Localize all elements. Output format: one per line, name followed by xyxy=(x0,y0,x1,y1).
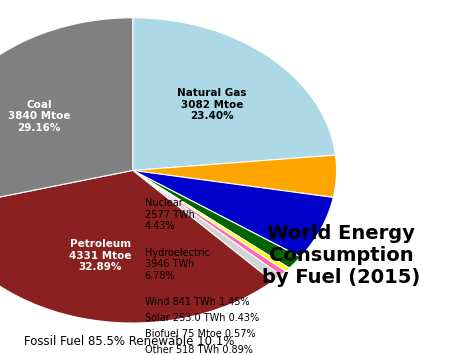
Wedge shape xyxy=(133,170,289,271)
Text: Fossil Fuel 85.5% Renewable 10.1%: Fossil Fuel 85.5% Renewable 10.1% xyxy=(24,335,234,348)
Text: Wind 841 TWh 1.45%: Wind 841 TWh 1.45% xyxy=(145,297,249,307)
Wedge shape xyxy=(133,155,337,197)
Wedge shape xyxy=(0,18,133,210)
Wedge shape xyxy=(0,170,273,323)
Wedge shape xyxy=(133,170,281,282)
Text: Nuclear
2577 TWh
4.43%: Nuclear 2577 TWh 4.43% xyxy=(145,198,194,231)
Text: Solar 253.0 TWh 0.43%: Solar 253.0 TWh 0.43% xyxy=(145,313,259,323)
Text: Petroleum
4331 Mtoe
32.89%: Petroleum 4331 Mtoe 32.89% xyxy=(69,239,132,272)
Text: Hydroelectric
3946 TWh
6.78%: Hydroelectric 3946 TWh 6.78% xyxy=(145,248,210,281)
Text: Natural Gas
3082 Mtoe
23.40%: Natural Gas 3082 Mtoe 23.40% xyxy=(177,88,247,121)
Text: World Energy
Consumption
by Fuel (2015): World Energy Consumption by Fuel (2015) xyxy=(262,224,420,287)
Text: Other 518 TWh 0.89%: Other 518 TWh 0.89% xyxy=(145,345,253,355)
Text: Coal
3840 Mtoe
29.16%: Coal 3840 Mtoe 29.16% xyxy=(8,100,70,133)
Text: Biofuel 75 Mtoe 0.57%: Biofuel 75 Mtoe 0.57% xyxy=(145,329,255,339)
Wedge shape xyxy=(133,18,336,170)
Wedge shape xyxy=(133,170,286,275)
Wedge shape xyxy=(133,170,333,257)
Wedge shape xyxy=(133,170,301,268)
